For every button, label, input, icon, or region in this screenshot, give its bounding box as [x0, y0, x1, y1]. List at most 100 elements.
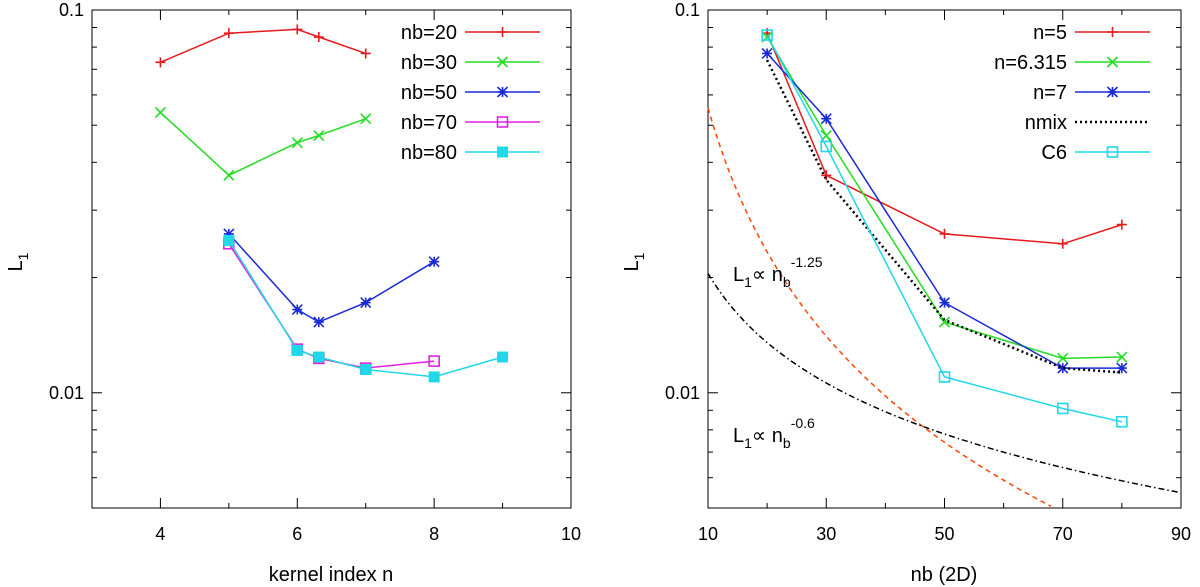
ann2-mid: ∝ n [752, 425, 783, 447]
legend-series-nb-20-marker [497, 27, 508, 37]
right-x-tick-labels: 10 30 50 70 90 [698, 524, 1191, 544]
series-nb-20-line [160, 28, 366, 63]
left-x-tick-labels: 4 6 8 10 [155, 524, 581, 544]
series-nb-50-marker [428, 256, 440, 268]
legend-series-nb-50-marker [496, 86, 509, 98]
annotation-exponent-0-6: L1∝ nb-0.6 [733, 415, 815, 451]
annotation-exponent-1-25: L1∝ nb-1.25 [733, 254, 823, 290]
series-n-5-marker [1057, 238, 1068, 249]
series-n-5-marker [821, 170, 832, 181]
left-legend: nb=20 nb=30 nb=50 nb=70 nb=80 [401, 22, 540, 164]
right-y-axis-label: L1 [621, 252, 647, 271]
legend-label: nb=70 [401, 112, 457, 134]
y-tick-label: 0.1 [675, 0, 700, 20]
series-nb-80-marker [360, 364, 372, 376]
legend-label: n=5 [1033, 22, 1067, 44]
series-nb-30-marker [360, 113, 372, 125]
left-y-label-sub: 1 [15, 252, 31, 260]
legend-series-n-7-marker [1106, 86, 1119, 98]
left-series-group [154, 24, 509, 383]
legend-label: n=7 [1033, 82, 1067, 104]
right-y-tick-labels: 0.1 0.01 [665, 0, 700, 403]
series-nb-50-marker [223, 228, 235, 240]
legend-label: nmix [1025, 112, 1067, 134]
ann1-prefix: L [733, 264, 744, 286]
left-plot-frame [91, 9, 572, 509]
series-n-5-marker [1116, 219, 1127, 230]
series-nb-50-marker [360, 297, 372, 309]
series-nb-50-line [228, 233, 435, 323]
series-nb-20-marker [223, 28, 234, 39]
right-axis-ticks [707, 9, 1182, 509]
right-y-label-sub: 1 [631, 252, 647, 260]
legend-series-nb-80-marker [497, 146, 508, 158]
series-nb-30-marker [313, 129, 325, 142]
series-c6-marker [761, 29, 773, 41]
series-nb-30 [154, 106, 372, 181]
series-nb-20-marker [155, 57, 166, 68]
legend-label: nb=30 [401, 52, 457, 74]
left-y-axis-label: L1 [5, 252, 31, 271]
series-nb-30-marker [291, 137, 303, 149]
series-c6-marker [1116, 415, 1128, 428]
x-tick-label: 10 [698, 524, 718, 544]
series-nmix [765, 59, 1122, 374]
legend-label: nb=50 [401, 82, 457, 104]
series-c6-marker [938, 371, 951, 383]
ann2-sub2: b [783, 435, 791, 451]
series-nb-80 [223, 234, 509, 383]
ann1-sup: -1.25 [791, 254, 823, 270]
right-series-group [761, 28, 1128, 428]
series-nmix-line [765, 59, 1122, 374]
series-nb-30-line [159, 111, 366, 177]
legend-series-nb-30-marker [496, 56, 509, 68]
right-legend: n=5 n=6.315 n=7 nmix C6 [994, 22, 1150, 164]
y-tick-label: 0.01 [665, 383, 700, 403]
right-y-label-main: L [621, 260, 643, 271]
series-n-7 [761, 47, 1128, 374]
x-tick-label: 8 [429, 524, 439, 544]
reference-line-1 [707, 107, 1052, 507]
series-nb-20 [155, 24, 371, 68]
legend-label: C6 [1041, 142, 1067, 164]
ann2-prefix: L [733, 425, 744, 447]
x-tick-label: 90 [1171, 524, 1191, 544]
legend-series-n-5-marker [1107, 27, 1118, 37]
right-x-axis-label: nb (2D) [911, 564, 978, 586]
right-reference-lines [707, 107, 1182, 507]
left-chart-panel: 4 6 8 10 0.10.01 nb=20nb=30nb=50nb=70nb=80 … [5, 0, 581, 586]
series-nb-70-line [228, 243, 435, 369]
series-nb-80-marker [428, 371, 440, 383]
series-nb-20-marker [360, 48, 371, 59]
series-n-6-315-marker [1057, 352, 1069, 364]
series-nb-20-marker [313, 32, 324, 43]
legend-series-c6-marker [1106, 146, 1119, 158]
series-n-5 [762, 28, 1127, 249]
series-n-6-315-marker [1116, 351, 1128, 363]
right-chart-panel: 10 30 50 70 90 0.1 0.01 n=5 n=6.315 n=7 nmix C6 L… [621, 0, 1191, 586]
legend-label: nb=80 [401, 142, 457, 164]
series-nb-70-marker [428, 355, 440, 367]
left-y-label-main: L [5, 260, 27, 271]
series-nb-50-marker [313, 316, 325, 328]
series-n-6-315 [761, 31, 1128, 364]
ann2-sup: -0.6 [791, 415, 815, 431]
x-tick-label: 6 [292, 524, 302, 544]
series-nb-80-marker [497, 351, 509, 363]
x-tick-label: 4 [155, 524, 165, 544]
x-tick-label: 30 [816, 524, 836, 544]
series-n-6-315-line [766, 36, 1122, 360]
left-axis-ticks [91, 9, 572, 509]
series-c6-line [766, 34, 1123, 423]
legend-label: n=6.315 [994, 52, 1067, 74]
series-n-7-marker [938, 297, 951, 309]
series-n-5-marker [939, 228, 950, 239]
x-tick-label: 50 [934, 524, 954, 544]
left-x-axis-label: kernel index n [269, 564, 394, 586]
legend-series-nb-70-marker [496, 116, 509, 128]
series-n-7-marker [820, 113, 832, 125]
left-y-tick-labels: 0.1 0.01 [49, 0, 84, 403]
series-nb-50 [223, 228, 440, 328]
series-nb-80-line [228, 240, 503, 378]
